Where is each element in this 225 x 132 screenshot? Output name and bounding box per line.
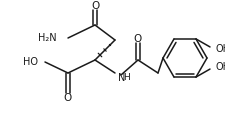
Text: OH: OH — [216, 44, 225, 54]
Text: O: O — [134, 34, 142, 44]
Text: O: O — [64, 93, 72, 103]
Text: HO: HO — [23, 57, 38, 67]
Text: H: H — [123, 74, 130, 82]
Text: OH: OH — [216, 62, 225, 72]
Text: N: N — [118, 73, 125, 83]
Text: H₂N: H₂N — [38, 33, 57, 43]
Text: O: O — [91, 1, 99, 11]
